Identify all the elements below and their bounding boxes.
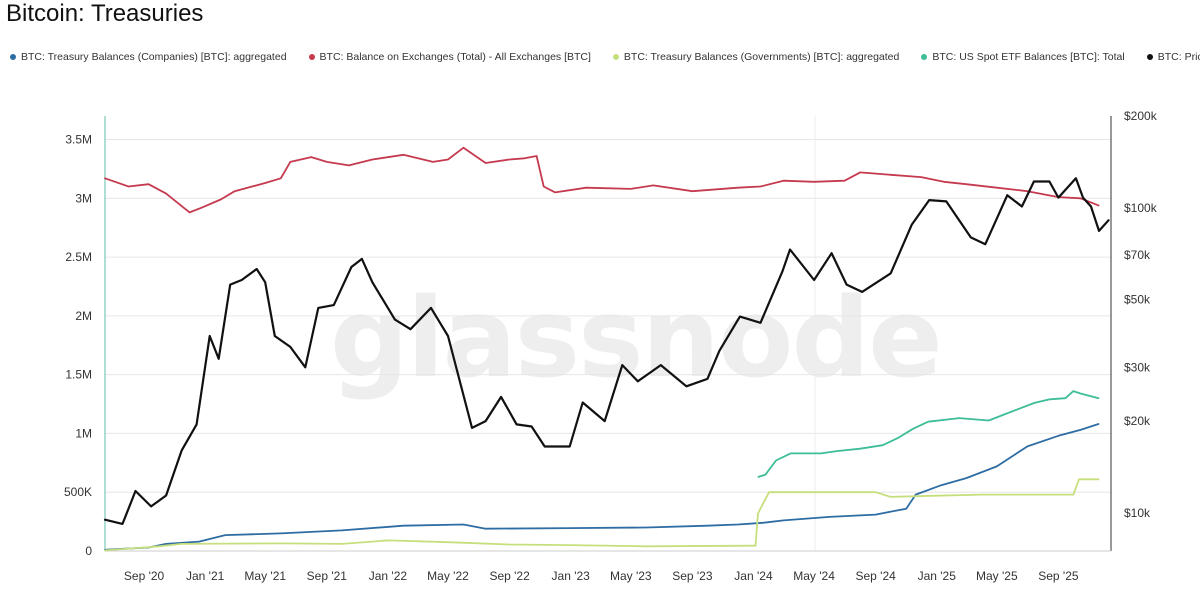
- y-right-tick-label: $100k: [1124, 201, 1158, 215]
- legend-item-governments[interactable]: BTC: Treasury Balances (Governments) [BT…: [612, 50, 900, 64]
- series-line-3: [757, 390, 1100, 478]
- legend-label: BTC: Balance on Exchanges (Total) - All …: [319, 51, 591, 63]
- y-right-tick-label: $20k: [1124, 414, 1151, 428]
- legend-dot-icon: [308, 54, 315, 60]
- y-right-tick-label: $70k: [1124, 248, 1151, 262]
- legend: BTC: Treasury Balances (Companies) [BTC]…: [10, 50, 1200, 64]
- y-left-tick-label: 1M: [75, 426, 92, 440]
- legend-dot-icon: [612, 54, 619, 60]
- x-tick-label: Jan '21: [186, 569, 225, 583]
- legend-label: BTC: Treasury Balances (Companies) [BTC]…: [21, 51, 287, 63]
- x-tick-label: Jan '23: [552, 569, 591, 583]
- y-left-tick-label: 0: [85, 544, 92, 558]
- x-tick-label: May '23: [610, 569, 652, 583]
- legend-label: BTC: US Spot ETF Balances [BTC]: Total: [932, 51, 1125, 63]
- y-left-tick-label: 2.5M: [65, 250, 92, 264]
- x-tick-label: Sep '24: [855, 569, 896, 583]
- legend-dot-icon: [921, 54, 928, 60]
- legend-item-companies[interactable]: BTC: Treasury Balances (Companies) [BTC]…: [10, 50, 287, 64]
- x-tick-label: Jan '22: [369, 569, 408, 583]
- x-tick-label: May '22: [427, 569, 469, 583]
- legend-label: BTC: Price [USD]: [1157, 51, 1200, 63]
- series-line-4: [103, 177, 1110, 526]
- x-tick-label: Sep '21: [307, 569, 348, 583]
- series-line-2: [104, 478, 1100, 552]
- x-tick-label: Jan '25: [918, 569, 957, 583]
- y-right-tick-label: $50k: [1124, 293, 1151, 307]
- watermark-logo: glassnode: [330, 274, 941, 402]
- y-left-tick-label: 500K: [64, 485, 92, 499]
- y-left-tick-label: 1.5M: [65, 368, 92, 382]
- y-left-tick-label: 2M: [75, 309, 92, 323]
- chart-title: Bitcoin: Treasuries: [6, 0, 204, 27]
- series-line-0: [104, 423, 1100, 551]
- x-tick-label: Sep '22: [489, 569, 530, 583]
- legend-dot-icon: [1146, 54, 1153, 60]
- legend-item-exchanges[interactable]: BTC: Balance on Exchanges (Total) - All …: [308, 50, 591, 64]
- x-tick-label: Sep '25: [1038, 569, 1079, 583]
- x-tick-label: Jan '24: [734, 569, 773, 583]
- y-right-tick-label: $200k: [1124, 109, 1158, 123]
- legend-item-etf[interactable]: BTC: US Spot ETF Balances [BTC]: Total: [921, 50, 1125, 64]
- x-tick-label: Sep '20: [124, 569, 165, 583]
- x-tick-label: May '21: [244, 569, 286, 583]
- legend-item-price[interactable]: BTC: Price [USD]: [1146, 50, 1200, 64]
- y-left-tick-label: 3.5M: [65, 133, 92, 147]
- y-right-tick-label: $10k: [1124, 506, 1151, 520]
- x-tick-label: May '24: [793, 569, 835, 583]
- x-tick-label: Sep '23: [672, 569, 713, 583]
- legend-dot-icon: [10, 54, 16, 60]
- series-line-1: [104, 146, 1100, 214]
- legend-label: BTC: Treasury Balances (Governments) [BT…: [623, 51, 900, 63]
- y-left-tick-label: 3M: [75, 191, 92, 205]
- y-right-tick-label: $30k: [1124, 360, 1151, 374]
- x-tick-label: May '25: [976, 569, 1018, 583]
